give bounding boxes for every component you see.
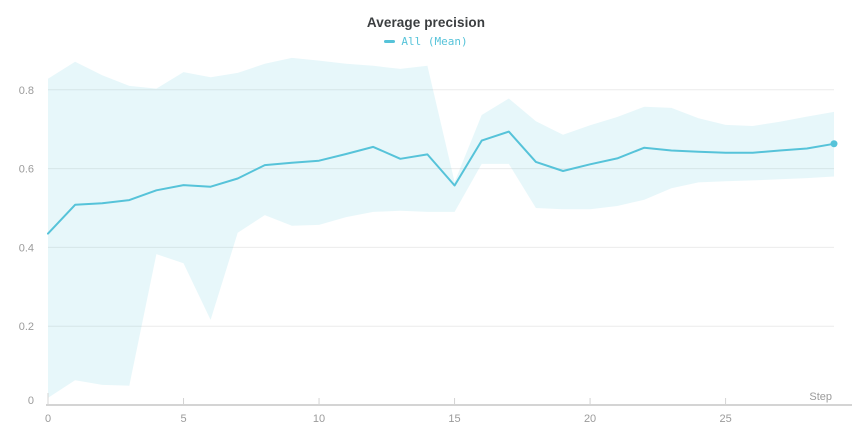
y-tick-label: 0 bbox=[28, 395, 34, 407]
x-tick-label: 20 bbox=[584, 413, 596, 425]
y-tick-label: 0.6 bbox=[19, 164, 34, 176]
y-tick-label: 0.4 bbox=[19, 242, 34, 254]
mean-line[interactable] bbox=[47, 130, 835, 235]
chart-header: Average precision bbox=[0, 14, 852, 32]
y-tick-label: 0.8 bbox=[19, 85, 34, 97]
legend-label: All (Mean) bbox=[401, 35, 468, 48]
x-axis-title: Step bbox=[809, 391, 832, 403]
x-tick-label: 5 bbox=[180, 413, 186, 425]
x-tick-label: 15 bbox=[448, 413, 460, 425]
y-tick-label: 0.2 bbox=[19, 321, 34, 333]
chart-legend: All (Mean) bbox=[0, 35, 852, 48]
last-point-marker bbox=[830, 140, 838, 148]
x-tick-label: 10 bbox=[313, 413, 325, 425]
legend-item-all-mean[interactable]: All (Mean) bbox=[384, 35, 468, 48]
legend-line-swatch-icon bbox=[384, 40, 396, 43]
x-tick-label: 0 bbox=[45, 413, 51, 425]
chart-title: Average precision bbox=[366, 15, 486, 30]
x-tick-label: 25 bbox=[719, 413, 731, 425]
minmax-band bbox=[48, 57, 834, 398]
